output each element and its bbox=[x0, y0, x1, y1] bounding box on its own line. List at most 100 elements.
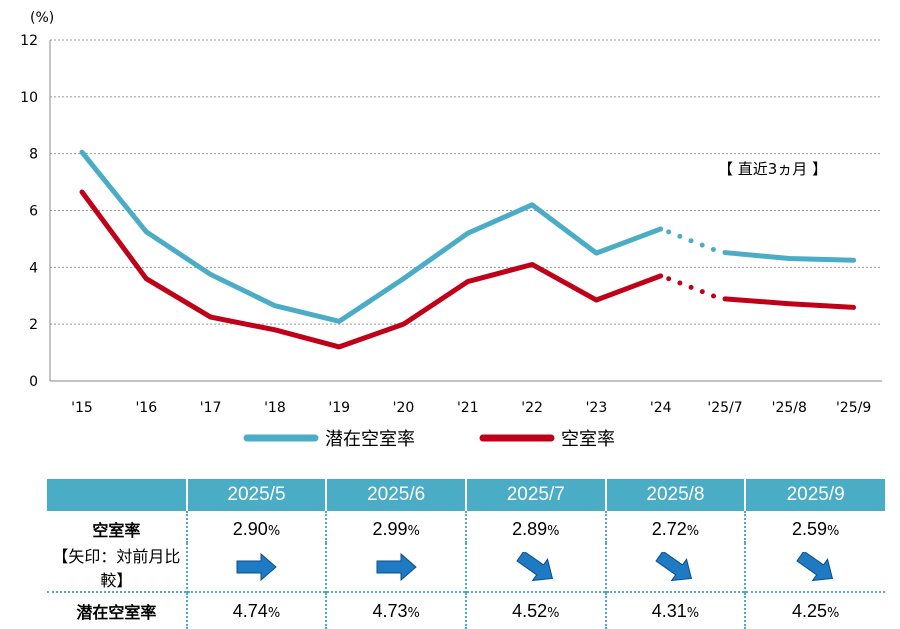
pct-unit: % bbox=[547, 523, 560, 539]
pct-unit: % bbox=[686, 605, 700, 621]
trend-arrow-icon bbox=[655, 552, 693, 582]
x-tick-label: '25/7 bbox=[707, 400, 742, 416]
series-line-gap-dotted bbox=[666, 276, 724, 302]
arrow-shape bbox=[236, 552, 278, 582]
y-tick-label: 0 bbox=[29, 374, 38, 390]
series-line-annual bbox=[79, 149, 664, 324]
axes bbox=[49, 40, 882, 382]
x-tick-label: '18 bbox=[264, 400, 286, 416]
y-axis-unit: (%) bbox=[30, 10, 54, 26]
y-tick-label: 2 bbox=[29, 317, 38, 333]
header-month: 2025/7 bbox=[464, 479, 606, 511]
latent-value: 4.74 bbox=[232, 600, 268, 621]
latent-cell: 4.73% bbox=[325, 591, 466, 629]
down-right-arrow-icon bbox=[516, 552, 553, 582]
pct-unit: % bbox=[407, 523, 420, 539]
arrow-cell bbox=[604, 543, 746, 592]
latent-value: 4.52 bbox=[512, 600, 548, 621]
line-chart: 0 2 4 6 8 10 12 '15 '16 '17 '18 '19 '20 '21 '22 '23 '24 '… bbox=[20, 10, 882, 450]
trend-arrow-icon bbox=[516, 552, 553, 582]
recent-3-months-annotation: 【 直近3ヵ月 】 bbox=[718, 160, 827, 178]
arrow-shape bbox=[655, 552, 693, 582]
arrow-shape bbox=[795, 552, 833, 582]
vacancy-value: 2.99 bbox=[372, 518, 408, 539]
arrow-cell bbox=[185, 543, 327, 592]
down-right-arrow-icon bbox=[795, 552, 833, 582]
latent-cell: 4.74% bbox=[185, 591, 327, 629]
vacancy-row: 空室率 2.90% 2.99% 2.89% 2.72% 2.59% bbox=[47, 511, 885, 543]
right-arrow-icon bbox=[236, 552, 278, 582]
vacancy-value: 2.59 bbox=[791, 518, 827, 539]
header-month: 2025/5 bbox=[185, 479, 327, 511]
arrow-shape bbox=[516, 552, 553, 582]
grid-lines bbox=[50, 39, 882, 325]
pct-unit: % bbox=[826, 605, 840, 621]
trend-arrow-icon bbox=[236, 552, 278, 582]
arrow-cell bbox=[325, 543, 466, 592]
trend-arrow-icon bbox=[795, 552, 833, 582]
series-line-monthly bbox=[722, 250, 857, 263]
x-tick-label: '25/9 bbox=[836, 400, 871, 416]
latent-cell: 4.25% bbox=[744, 591, 885, 629]
monthly-stats-table: 2025/5 2025/6 2025/7 2025/8 2025/9 空室率 2… bbox=[47, 479, 885, 629]
x-tick-label: '21 bbox=[457, 400, 479, 416]
x-tick-label: '25/8 bbox=[772, 400, 807, 416]
arrow-cell bbox=[744, 543, 885, 592]
series-lines bbox=[79, 149, 857, 350]
right-arrow-icon bbox=[376, 552, 417, 582]
y-tick-label: 10 bbox=[20, 90, 38, 106]
header-month: 2025/8 bbox=[604, 479, 746, 511]
latent-cell: 4.52% bbox=[464, 591, 606, 629]
vacancy-value: 2.89 bbox=[512, 518, 548, 539]
legend-entry: 空室率 bbox=[561, 429, 615, 450]
arrow-row: 【矢印：対前月比較】 bbox=[47, 543, 885, 592]
y-tick-label: 12 bbox=[20, 33, 38, 49]
y-tick-label: 6 bbox=[29, 204, 38, 220]
table-header-row: 2025/5 2025/6 2025/7 2025/8 2025/9 bbox=[47, 479, 885, 511]
latent-value: 4.73 bbox=[372, 600, 408, 621]
tick-labels: 0 2 4 6 8 10 12 '15 '16 '17 '18 '19 '20 '21 '22 '23 '24 '… bbox=[20, 33, 871, 416]
pct-unit: % bbox=[547, 605, 560, 621]
series-line-annual bbox=[79, 189, 664, 350]
vacancy-cell: 2.59% bbox=[744, 511, 885, 543]
x-tick-label: '20 bbox=[393, 400, 415, 416]
vacancy-cell: 2.72% bbox=[604, 511, 746, 543]
series-line-monthly bbox=[722, 296, 857, 310]
x-tick-label: '22 bbox=[521, 400, 543, 416]
vacancy-cell: 2.99% bbox=[325, 511, 466, 543]
pct-unit: % bbox=[267, 523, 281, 539]
pct-unit: % bbox=[267, 605, 281, 621]
y-tick-label: 4 bbox=[29, 260, 38, 276]
x-tick-label: '23 bbox=[586, 400, 608, 416]
down-right-arrow-icon bbox=[655, 552, 693, 582]
x-tick-label: '15 bbox=[71, 400, 93, 416]
latent-cell: 4.31% bbox=[604, 591, 746, 629]
vacancy-value: 2.90 bbox=[232, 518, 268, 539]
latent-vacancy-row: 潜在空室率 4.74% 4.73% 4.52% 4.31% 4.25% bbox=[47, 591, 885, 629]
header-month: 2025/6 bbox=[325, 479, 466, 511]
pct-unit: % bbox=[826, 523, 840, 539]
latent-value: 4.31 bbox=[651, 600, 687, 621]
legend: 潜在空室率 空室率 bbox=[243, 429, 615, 450]
x-tick-label: '16 bbox=[135, 400, 157, 416]
latent-vacancy-label: 潜在空室率 bbox=[47, 591, 187, 629]
vacancy-cell: 2.89% bbox=[464, 511, 606, 543]
arrow-shape bbox=[376, 552, 417, 582]
trend-arrow-icon bbox=[376, 552, 417, 582]
vacancy-cell: 2.90% bbox=[185, 511, 327, 543]
vacancy-value: 2.72 bbox=[651, 518, 687, 539]
y-tick-label: 8 bbox=[29, 147, 38, 163]
x-tick-label: '17 bbox=[200, 400, 222, 416]
legend-entry: 潜在空室率 bbox=[325, 429, 415, 450]
x-tick-label: '24 bbox=[650, 400, 672, 416]
x-tick-label: '19 bbox=[328, 400, 350, 416]
pct-unit: % bbox=[407, 605, 420, 621]
latent-value: 4.25 bbox=[791, 600, 827, 621]
arrow-cell bbox=[464, 543, 606, 592]
header-month: 2025/9 bbox=[744, 479, 885, 511]
pct-unit: % bbox=[686, 523, 700, 539]
header-blank bbox=[47, 479, 187, 511]
vacancy-label: 空室率 bbox=[92, 521, 141, 540]
series-line-gap-dotted bbox=[666, 229, 724, 256]
arrow-label: 【矢印：対前月比較】 bbox=[52, 547, 181, 590]
